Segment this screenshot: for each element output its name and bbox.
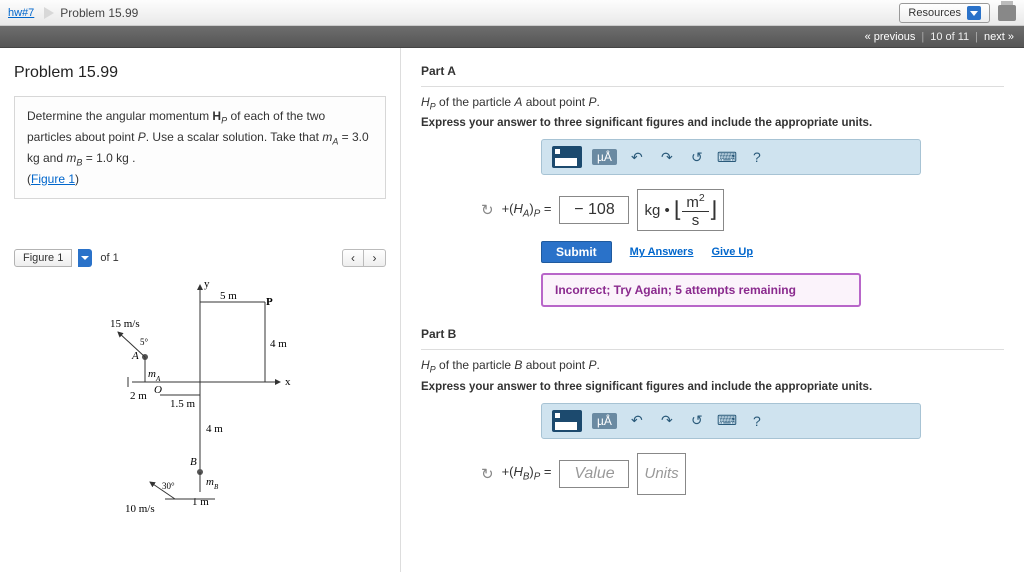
- refresh-icon[interactable]: ↻: [481, 465, 494, 483]
- figure-link[interactable]: Figure 1: [31, 172, 75, 186]
- reset-icon[interactable]: ↺: [687, 412, 707, 430]
- part-b-instruction: Express your answer to three significant…: [421, 381, 1004, 393]
- svg-text:x: x: [285, 376, 291, 388]
- value-input-b[interactable]: Value: [559, 460, 629, 488]
- svg-text:B: B: [190, 456, 197, 468]
- unit-input-b[interactable]: Units: [637, 453, 685, 495]
- problem-title: Problem 15.99: [14, 64, 386, 82]
- template-icon[interactable]: [552, 146, 582, 168]
- svg-text:5 m: 5 m: [220, 290, 237, 302]
- figure-next-button[interactable]: ›: [364, 249, 386, 267]
- part-b-prompt: HP of the particle B about point P.: [421, 358, 1004, 374]
- svg-text:1.5 m: 1.5 m: [170, 398, 196, 410]
- right-panel: Part A HP of the particle A about point …: [400, 48, 1024, 572]
- svg-text:y: y: [204, 278, 210, 290]
- give-up-link-a[interactable]: Give Up: [711, 246, 753, 258]
- resources-button[interactable]: Resources: [899, 3, 990, 23]
- value-input-a[interactable]: − 108: [559, 196, 629, 224]
- breadcrumb-hw-link[interactable]: hw#7: [8, 7, 34, 19]
- breadcrumb-title: Problem 15.99: [60, 6, 138, 20]
- undo-icon[interactable]: ↶: [627, 412, 647, 430]
- figure-select[interactable]: Figure 1: [14, 249, 72, 267]
- figure-controls: Figure 1 of 1 ‹ ›: [14, 249, 386, 267]
- next-link[interactable]: next »: [984, 31, 1014, 43]
- svg-text:P: P: [266, 296, 273, 308]
- answer-row-b: ↻ +(HB)P = Value Units: [481, 453, 1004, 495]
- answer-row-a: ↻ +(HA)P = − 108 kg • ⌊ m2s ⌋: [481, 189, 1004, 231]
- redo-icon[interactable]: ↷: [657, 412, 677, 430]
- submit-button-a[interactable]: Submit: [541, 241, 612, 263]
- resources-label: Resources: [908, 7, 961, 19]
- svg-text:O: O: [154, 384, 162, 396]
- breadcrumb-separator-icon: [44, 7, 54, 19]
- equation-label-a: +(HA)P =: [502, 201, 552, 220]
- svg-text:4 m: 4 m: [206, 423, 223, 435]
- symbols-button[interactable]: µÅ: [592, 413, 617, 429]
- feedback-a: Incorrect; Try Again; 5 attempts remaini…: [541, 273, 861, 307]
- template-icon[interactable]: [552, 410, 582, 432]
- nav-bar: « previous | 10 of 11 | next »: [0, 26, 1024, 48]
- problem-description: Determine the angular momentum HP of eac…: [14, 96, 386, 199]
- answer-toolbar-b: µÅ ↶ ↷ ↺ ⌨ ?: [541, 403, 921, 439]
- svg-text:mA: mA: [148, 368, 161, 383]
- equation-label-b: +(HB)P =: [502, 464, 552, 483]
- svg-text:mB: mB: [206, 476, 219, 491]
- help-icon[interactable]: ?: [747, 412, 767, 430]
- keyboard-icon[interactable]: ⌨: [717, 148, 737, 166]
- unit-input-a[interactable]: kg • ⌊ m2s ⌋: [637, 189, 724, 231]
- keyboard-icon[interactable]: ⌨: [717, 412, 737, 430]
- figure-prev-button[interactable]: ‹: [342, 249, 364, 267]
- redo-icon[interactable]: ↷: [657, 148, 677, 166]
- figure-diagram: x y 5 m 4 m P A 15 m/s 5° mA O 1.5 m 2 m: [14, 277, 386, 537]
- refresh-icon[interactable]: ↻: [481, 201, 494, 219]
- prev-link[interactable]: « previous: [865, 31, 916, 43]
- svg-text:5°: 5°: [140, 337, 149, 347]
- svg-text:2 m: 2 m: [130, 390, 147, 402]
- part-b-label: Part B: [421, 327, 1004, 341]
- svg-text:1 m: 1 m: [192, 496, 209, 508]
- my-answers-link-a[interactable]: My Answers: [630, 246, 694, 258]
- figure-count: of 1: [100, 252, 118, 264]
- print-icon[interactable]: [998, 5, 1016, 21]
- figure-dropdown-icon[interactable]: [78, 249, 92, 267]
- part-a-prompt: HP of the particle A about point P.: [421, 95, 1004, 111]
- svg-text:15 m/s: 15 m/s: [110, 318, 140, 330]
- help-icon[interactable]: ?: [747, 148, 767, 166]
- part-a-label: Part A: [421, 64, 1004, 78]
- answer-toolbar-a: µÅ ↶ ↷ ↺ ⌨ ?: [541, 139, 921, 175]
- svg-text:A: A: [131, 350, 139, 362]
- undo-icon[interactable]: ↶: [627, 148, 647, 166]
- nav-position: 10 of 11: [930, 31, 969, 43]
- part-a-instruction: Express your answer to three significant…: [421, 117, 1004, 129]
- svg-text:4 m: 4 m: [270, 338, 287, 350]
- top-bar: hw#7 Problem 15.99 Resources: [0, 0, 1024, 26]
- left-panel: Problem 15.99 Determine the angular mome…: [0, 48, 400, 572]
- svg-text:10 m/s: 10 m/s: [125, 503, 155, 515]
- symbols-button[interactable]: µÅ: [592, 149, 617, 165]
- reset-icon[interactable]: ↺: [687, 148, 707, 166]
- svg-text:30°: 30°: [162, 481, 175, 491]
- resources-dropdown-icon: [967, 6, 981, 20]
